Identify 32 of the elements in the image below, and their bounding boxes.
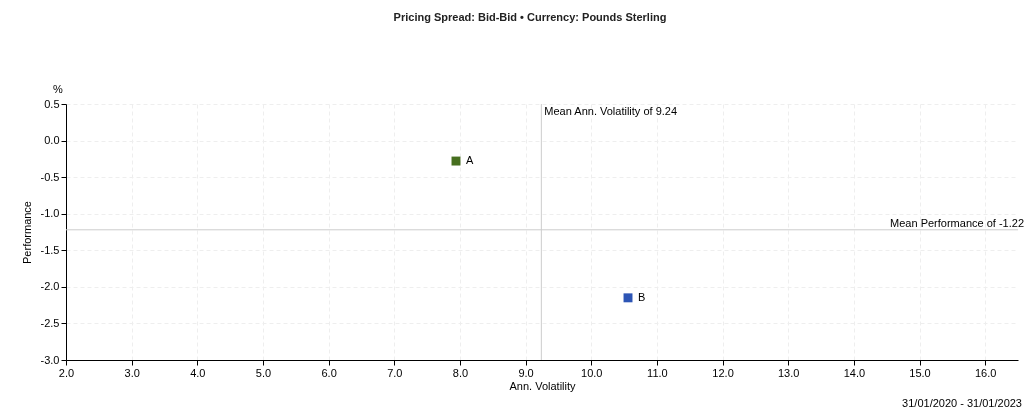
y-tick-label: 0.0 [44,134,60,147]
x-tick-label: 8.0 [452,366,469,379]
y-tick-label: -1.0 [40,207,60,220]
x-axis-title: Ann. Volatility [509,379,577,392]
x-tick-label: 7.0 [387,366,403,379]
chart-title: Pricing Spread: Bid-Bid • Currency: Pounds Sterling [393,11,667,23]
y-tick-label: -2.5 [40,316,60,329]
x-tick-label: 13.0 [778,366,800,379]
text: % [53,83,64,95]
ref-line-label: Mean Ann. Volatility of 9.24 [544,105,678,117]
series-label: A [465,154,474,167]
x-tick-label: 16.0 [974,366,997,379]
ref-line-label: Mean Performance of -1.22 [890,216,1024,229]
x-tick-label: 6.0 [321,366,337,379]
x-tick-label: 14.0 [843,366,866,379]
x-tick-label: 3.0 [124,366,140,379]
y-tick-label: 0.5 [44,97,60,110]
y-tick-label: -0.5 [40,170,60,183]
y-tick-label: -3.0 [40,353,60,366]
x-tick-label: 11.0 [647,366,668,379]
x-tick-label: 2.0 [58,366,75,379]
x-tick-label: 5.0 [255,366,272,379]
x-tick-label: 4.0 [190,366,206,379]
y-tick-label: -2.0 [40,280,60,293]
series-label: B [638,290,646,303]
x-tick-label: 10.0 [581,366,603,379]
x-tick-label: 12.0 [712,366,734,379]
y-axis-title: Performance [20,201,33,264]
x-tick-label: 9.0 [518,366,534,379]
x-tick-label: 15.0 [909,366,931,379]
y-tick-label: -1.5 [40,243,60,256]
text: 31/01/2020 - 31/01/2023 [902,397,1022,409]
